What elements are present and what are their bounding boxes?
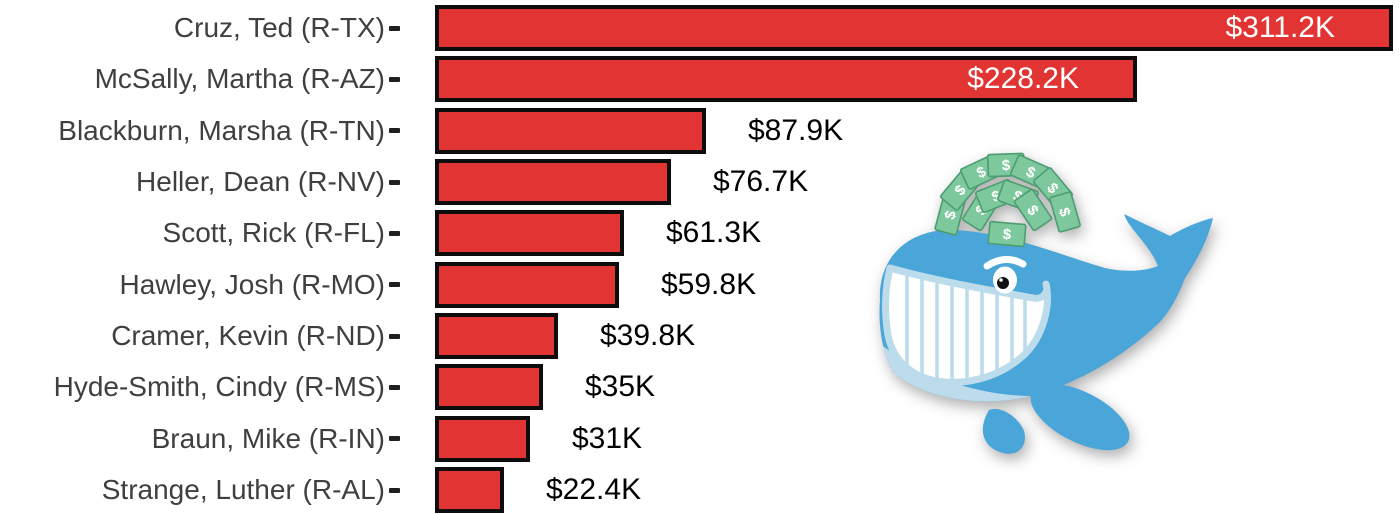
bar-row: Blackburn, Marsha (R-TN) $87.9K [0,107,1399,154]
bar-row: Braun, Mike (R-IN) $31K [0,415,1399,462]
whale [879,214,1213,454]
bar-row: Heller, Dean (R-NV) $76.7K [0,159,1399,206]
y-axis-tick [389,436,400,442]
svg-text:$: $ [1002,157,1012,174]
dollar-bill-icon: $ [1049,191,1081,233]
value-label-outside: $31K [572,421,643,455]
value-label-inside: $311.2K [1225,11,1335,44]
dollar-bill-icon: $ [987,220,1027,248]
bar-row: McSally, Martha (R-AZ) $228.2K [0,56,1399,103]
y-axis-tick [389,487,400,493]
bar [435,159,671,206]
y-axis-tick [389,282,400,288]
bar: $228.2K [435,56,1137,103]
category-label: Heller, Dean (R-NV) [136,166,385,198]
bar: $311.2K [435,5,1393,51]
bar [435,261,619,308]
value-label-outside: $39.8K [600,319,696,353]
y-axis-tick [389,179,400,185]
y-axis-tick [389,25,400,31]
category-label: Cramer, Kevin (R-ND) [111,320,385,352]
bar [435,364,543,411]
category-label: Hawley, Josh (R-MO) [119,268,385,300]
bar-row: Strange, Luther (R-AL) $22.4K [0,467,1399,514]
value-label-outside: $76.7K [713,165,809,199]
bar-row: Hyde-Smith, Cindy (R-MS) $35K [0,364,1399,411]
category-label: Cruz, Ted (R-TX) [173,12,385,43]
whale-flipper-left [982,408,1025,454]
category-label: Strange, Luther (R-AL) [101,474,385,506]
category-label: Scott, Rick (R-FL) [162,217,385,249]
bar [435,210,624,257]
whale-money-illustration: $$$$$$$$$$$$ [879,152,1213,454]
bar [435,415,530,462]
y-axis-tick [389,333,400,339]
category-label: Hyde-Smith, Cindy (R-MS) [53,371,385,403]
value-label-outside: $87.9K [748,113,844,147]
value-label-outside: $22.4K [546,473,642,507]
bar-row: Cruz, Ted (R-TX) $311.2K [0,5,1399,51]
category-label: McSally, Martha (R-AZ) [94,63,385,95]
svg-text:$: $ [1002,226,1012,244]
money-fan: $$$$$$$$$$$$ [934,152,1081,248]
bar [435,467,504,514]
category-label: Blackburn, Marsha (R-TN) [58,114,385,146]
value-label-outside: $61.3K [666,216,762,250]
category-label: Braun, Mike (R-IN) [151,422,385,454]
y-axis-tick [389,384,400,390]
value-label-inside: $228.2K [967,62,1079,96]
y-axis-tick [389,230,400,236]
bar [435,313,558,360]
value-label-outside: $35K [585,370,656,404]
bar-row: Scott, Rick (R-FL) $61.3K [0,210,1399,257]
whale-flipper-right [1030,383,1130,451]
y-axis-tick [389,76,400,82]
whale-eye-glint [999,278,1003,282]
bar-row: Hawley, Josh (R-MO) $59.8K [0,261,1399,308]
dollar-bill-icon: $ [1013,188,1053,232]
y-axis-tick [389,128,400,134]
bar [435,107,706,154]
value-label-outside: $59.8K [661,267,757,301]
whale-eyebrow [983,256,1027,270]
bar-row: Cramer, Kevin (R-ND) $39.8K [0,313,1399,360]
